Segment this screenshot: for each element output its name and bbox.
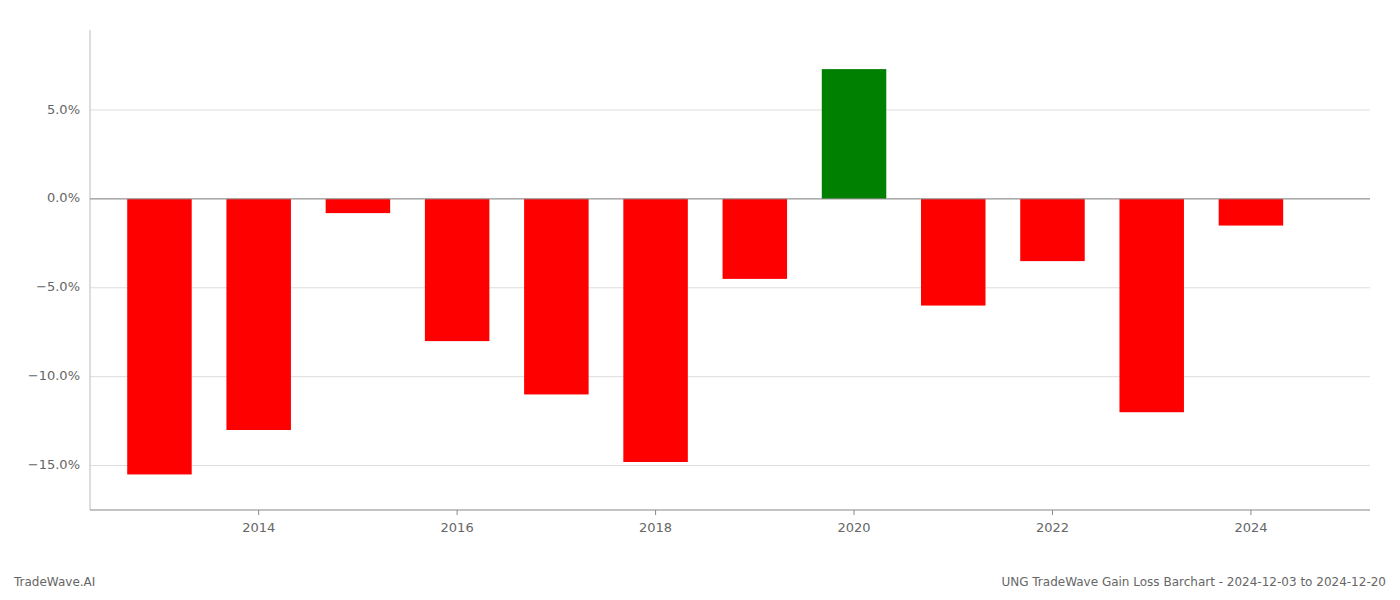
x-tick <box>1052 510 1053 515</box>
x-tick <box>457 510 458 515</box>
chart-svg: −15.0% −10.0% −5.0% 0.0% 5.0% 2014 2016 2018 202… <box>0 0 1400 600</box>
x-tick <box>655 510 656 515</box>
grid-line <box>90 198 1370 199</box>
y-axis-line <box>90 30 91 510</box>
zero-line <box>90 198 1370 199</box>
bar <box>1219 199 1283 226</box>
bars <box>127 69 1283 474</box>
bar <box>127 199 191 475</box>
grid-line <box>90 110 1370 111</box>
x-tick-label: 2016 <box>441 520 474 535</box>
footnote: TradeWave.AI <box>13 575 95 589</box>
grid <box>90 110 1370 466</box>
x-tick-label: 2014 <box>242 520 275 535</box>
x-tick <box>258 510 259 515</box>
bar <box>723 199 787 279</box>
y-tick-label: −15.0% <box>28 457 80 472</box>
y-tick-label: −10.0% <box>28 368 80 383</box>
bar <box>226 199 290 430</box>
grid-line <box>90 465 1370 466</box>
bar <box>623 199 687 462</box>
x-tick-label: 2024 <box>1234 520 1267 535</box>
bar <box>326 199 390 213</box>
y-tick-label: 5.0% <box>47 102 80 117</box>
x-tick <box>854 510 855 515</box>
bar <box>1020 199 1084 261</box>
bar <box>1119 199 1183 412</box>
chart-container: −15.0% −10.0% −5.0% 0.0% 5.0% 2014 2016 2018 202… <box>0 0 1400 600</box>
bar <box>822 69 886 199</box>
x-axis-line <box>90 509 1370 510</box>
x-tick-label: 2018 <box>639 520 672 535</box>
background <box>0 0 1400 600</box>
x-tick <box>1250 510 1251 515</box>
y-tick-label: 0.0% <box>47 190 80 205</box>
bar <box>524 199 588 395</box>
bar <box>425 199 489 341</box>
x-tick-label: 2020 <box>837 520 870 535</box>
x-tick-label: 2022 <box>1036 520 1069 535</box>
y-tick-label: −5.0% <box>36 279 80 294</box>
x-axis: 2014 2016 2018 2020 2022 2024 <box>90 510 1370 535</box>
bar <box>921 199 985 306</box>
title: UNG TradeWave Gain Loss Barchart - 2024-… <box>1001 575 1386 589</box>
y-axis: −15.0% −10.0% −5.0% 0.0% 5.0% <box>28 30 90 510</box>
